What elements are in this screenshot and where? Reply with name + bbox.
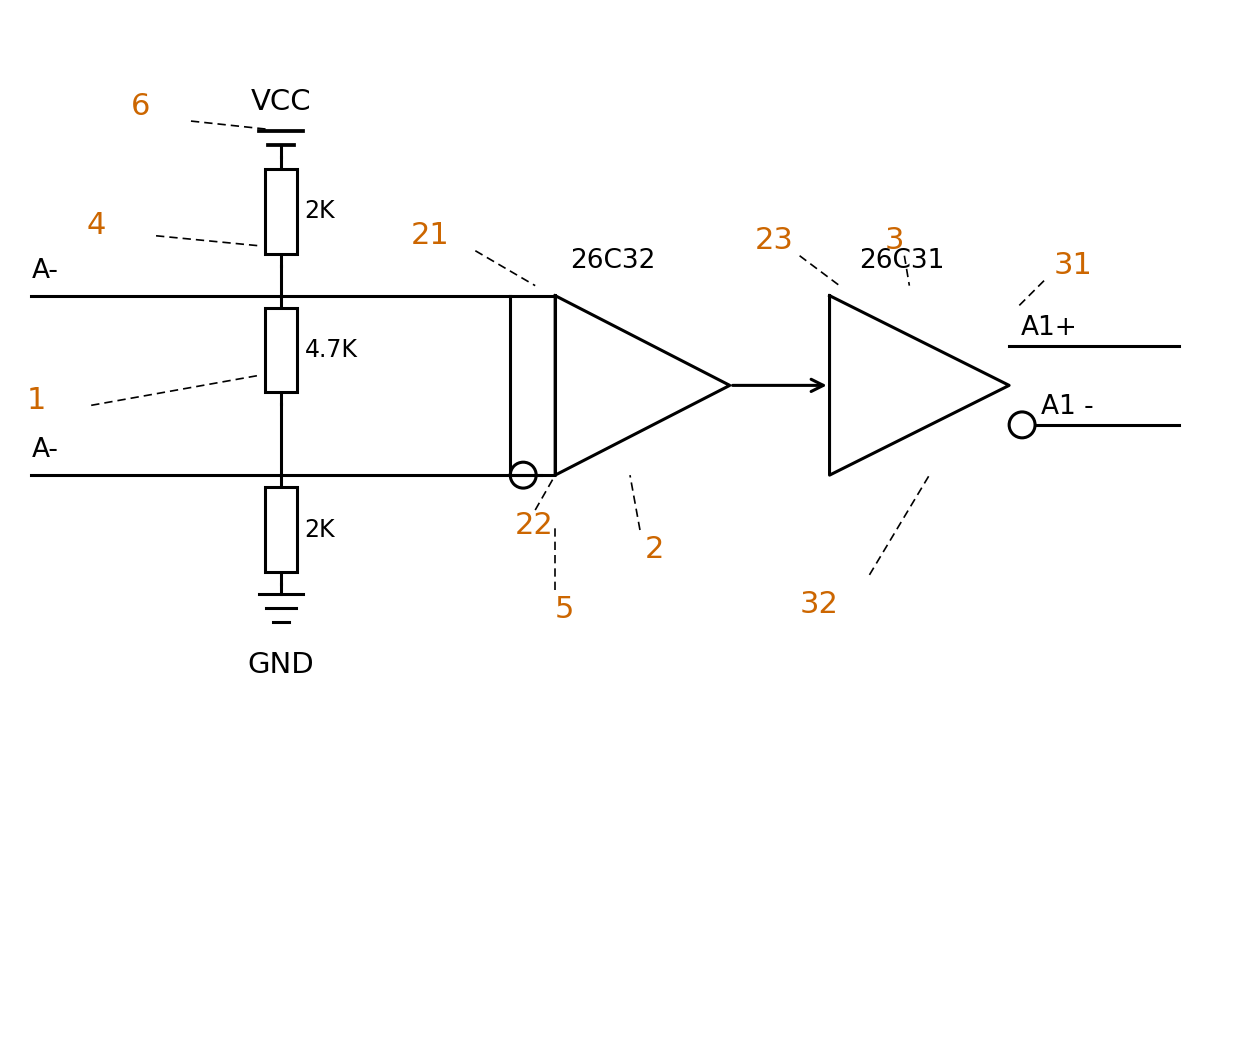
Text: GND: GND <box>247 651 314 678</box>
Text: 4.7K: 4.7K <box>304 338 358 361</box>
Text: 2: 2 <box>645 535 665 564</box>
Text: 3: 3 <box>884 226 904 255</box>
Text: 5: 5 <box>555 596 575 624</box>
Text: A1 -: A1 - <box>1041 394 1094 420</box>
Text: 1: 1 <box>26 386 46 414</box>
Bar <box>264 169 297 253</box>
Text: 6: 6 <box>131 91 151 121</box>
Text: 2K: 2K <box>304 199 335 224</box>
Text: 2K: 2K <box>304 517 335 542</box>
Text: A1+: A1+ <box>1021 315 1077 341</box>
Text: 22: 22 <box>515 511 554 540</box>
Text: 31: 31 <box>1054 251 1092 280</box>
Text: 26C32: 26C32 <box>570 248 656 273</box>
Text: A-: A- <box>31 437 59 463</box>
Text: 4: 4 <box>86 211 106 241</box>
Text: 23: 23 <box>754 226 793 255</box>
Bar <box>264 307 297 392</box>
Text: VCC: VCC <box>251 88 311 117</box>
Text: A-: A- <box>31 258 59 284</box>
Text: 26C31: 26C31 <box>859 248 945 273</box>
Bar <box>264 488 297 572</box>
Text: 21: 21 <box>410 222 449 250</box>
Text: 32: 32 <box>799 590 838 619</box>
